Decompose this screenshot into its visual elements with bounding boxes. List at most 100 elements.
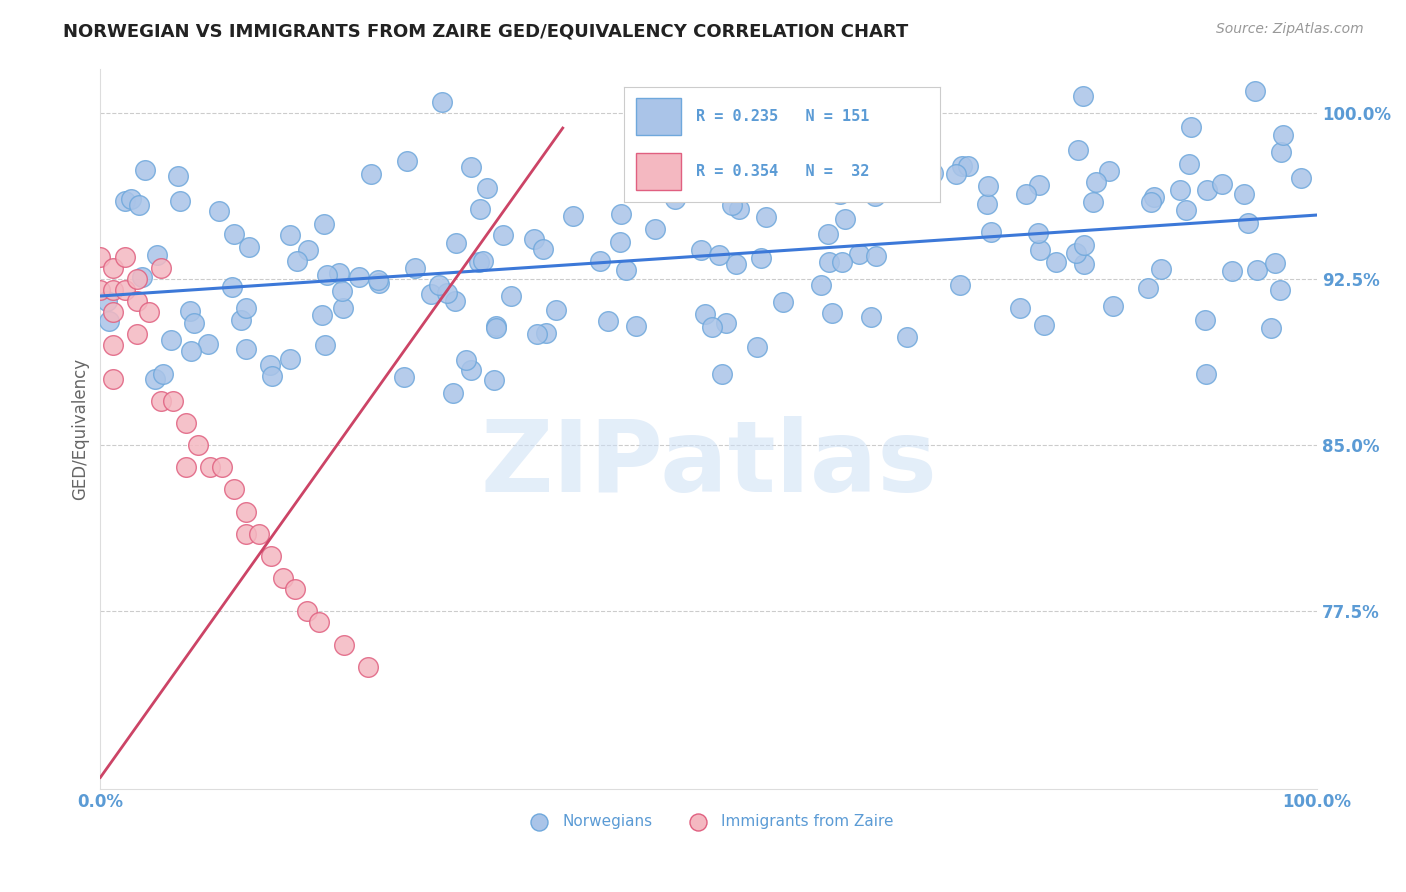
Point: [609, 235, 631, 249]
Point: [531, 243, 554, 257]
Point: [614, 262, 637, 277]
Point: [945, 167, 967, 181]
Point: [810, 277, 832, 292]
Point: [162, 393, 184, 408]
Text: Source: ZipAtlas.com: Source: ZipAtlas.com: [1216, 22, 1364, 37]
Point: [1260, 321, 1282, 335]
Point: [96, 293, 118, 308]
Point: [332, 301, 354, 315]
Point: [460, 160, 482, 174]
Text: ZIPatlas: ZIPatlas: [481, 416, 938, 513]
Point: [526, 326, 548, 341]
Point: [1289, 170, 1312, 185]
Point: [271, 571, 294, 585]
Point: [477, 181, 499, 195]
Point: [1244, 84, 1267, 98]
Point: [235, 301, 257, 316]
Point: [460, 363, 482, 377]
Point: [1081, 195, 1104, 210]
Point: [1220, 264, 1243, 278]
Point: [817, 255, 839, 269]
Point: [1246, 263, 1268, 277]
Point: [863, 188, 886, 202]
Point: [150, 260, 173, 275]
Point: [231, 313, 253, 327]
Point: [432, 95, 454, 109]
Point: [311, 308, 333, 322]
Point: [328, 266, 350, 280]
Point: [831, 255, 853, 269]
Point: [1032, 318, 1054, 333]
Point: [468, 254, 491, 268]
Point: [725, 257, 748, 271]
Point: [949, 277, 972, 292]
Point: [609, 207, 631, 221]
Point: [1168, 183, 1191, 197]
Point: [1084, 175, 1107, 189]
Point: [295, 604, 318, 618]
Point: [436, 286, 458, 301]
Y-axis label: GED/Equivalency: GED/Equivalency: [72, 358, 89, 500]
Point: [1264, 256, 1286, 270]
Point: [817, 227, 839, 241]
Point: [534, 326, 557, 340]
Point: [957, 159, 980, 173]
Point: [1015, 187, 1038, 202]
Point: [700, 319, 723, 334]
Point: [134, 163, 156, 178]
Point: [468, 202, 491, 216]
Point: [419, 287, 441, 301]
Point: [221, 280, 243, 294]
Point: [728, 202, 751, 216]
Point: [441, 386, 464, 401]
Point: [624, 318, 647, 333]
Point: [101, 305, 124, 319]
Point: [89, 283, 111, 297]
Point: [146, 247, 169, 261]
Point: [562, 209, 585, 223]
Point: [485, 321, 508, 335]
Point: [138, 305, 160, 319]
Point: [950, 159, 973, 173]
Point: [114, 283, 136, 297]
Point: [297, 243, 319, 257]
Point: [404, 260, 426, 275]
Point: [187, 438, 209, 452]
Point: [235, 526, 257, 541]
Point: [357, 659, 380, 673]
Point: [1028, 178, 1050, 192]
Point: [523, 232, 546, 246]
Point: [347, 269, 370, 284]
Point: [598, 314, 620, 328]
Point: [332, 638, 354, 652]
Point: [1150, 261, 1173, 276]
Point: [664, 192, 686, 206]
Point: [260, 549, 283, 563]
Point: [114, 250, 136, 264]
Point: [166, 169, 188, 183]
Point: [896, 329, 918, 343]
Point: [501, 289, 523, 303]
Point: [284, 582, 307, 596]
Point: [485, 318, 508, 333]
Point: [755, 210, 778, 224]
Point: [721, 173, 744, 187]
Point: [692, 181, 714, 195]
Point: [316, 268, 339, 282]
Point: [367, 273, 389, 287]
Point: [1232, 186, 1254, 201]
Point: [224, 227, 246, 241]
Point: [1071, 89, 1094, 103]
Point: [1029, 243, 1052, 257]
Point: [120, 192, 142, 206]
Point: [125, 272, 148, 286]
Point: [749, 252, 772, 266]
Point: [821, 306, 844, 320]
Point: [169, 194, 191, 209]
Point: [160, 333, 183, 347]
Point: [865, 249, 887, 263]
Point: [179, 304, 201, 318]
Point: [980, 226, 1002, 240]
Point: [145, 372, 167, 386]
Point: [259, 358, 281, 372]
